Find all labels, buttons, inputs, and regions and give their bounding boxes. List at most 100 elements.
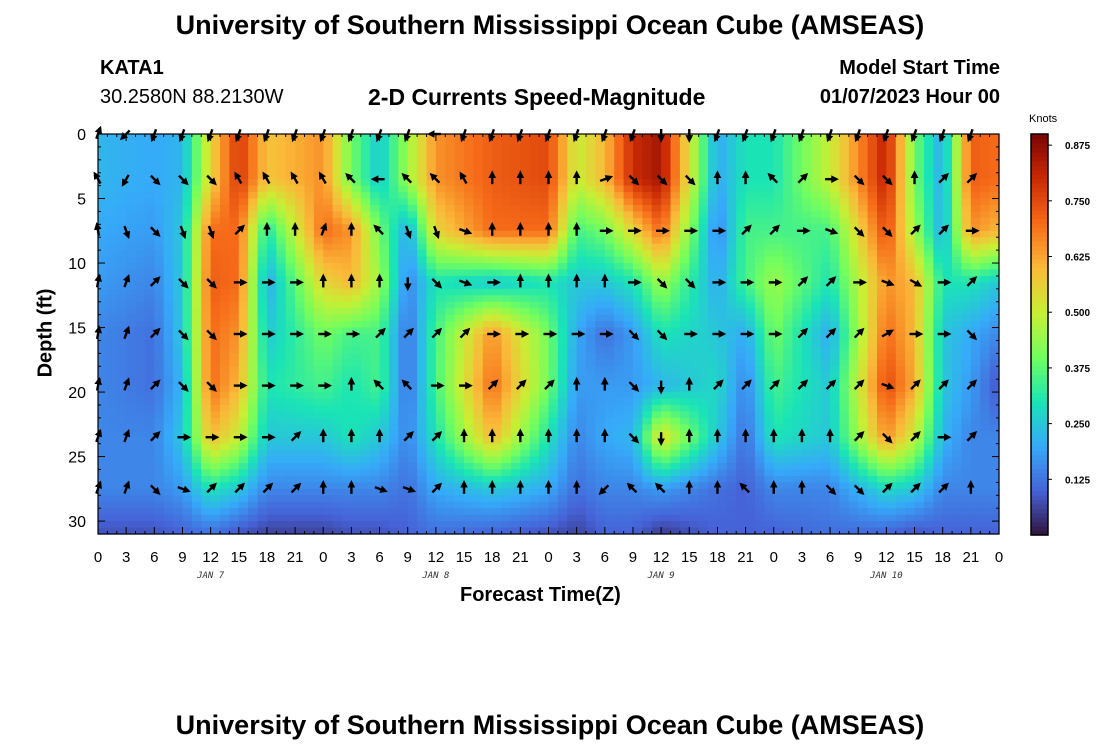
heat-cell xyxy=(586,482,597,490)
heat-cell xyxy=(848,224,859,232)
heat-cell xyxy=(736,359,747,367)
heat-cell xyxy=(135,527,146,535)
heat-cell xyxy=(529,398,540,406)
heat-cell xyxy=(126,392,137,400)
heat-cell xyxy=(651,237,662,245)
heat-cell xyxy=(285,417,296,425)
heat-cell xyxy=(163,179,174,187)
heat-cell xyxy=(830,424,841,432)
heat-cell xyxy=(379,456,390,464)
heat-cell xyxy=(370,217,381,225)
heat-cell xyxy=(163,134,174,142)
heat-cell xyxy=(492,392,503,400)
heat-cell xyxy=(811,204,822,213)
heat-cell xyxy=(295,321,306,329)
heat-cell xyxy=(632,192,643,200)
heat-cell xyxy=(820,204,831,213)
heat-cell xyxy=(126,443,137,451)
heat-cell xyxy=(689,456,700,464)
heat-cell xyxy=(839,501,850,509)
heat-cell xyxy=(276,482,287,490)
heat-cell xyxy=(295,340,306,348)
heat-cell xyxy=(557,211,568,219)
heat-cell xyxy=(745,340,756,348)
heat-cell xyxy=(135,224,146,232)
heat-cell xyxy=(313,166,324,174)
heat-cell xyxy=(642,217,653,225)
heat-cell xyxy=(417,501,428,509)
heat-cell xyxy=(492,469,503,477)
heat-cell xyxy=(248,488,259,496)
heat-cell xyxy=(623,224,634,232)
heat-cell xyxy=(370,263,381,271)
heat-cell xyxy=(520,153,531,161)
heat-cell xyxy=(586,514,597,522)
heat-cell xyxy=(107,217,118,225)
heat-cell xyxy=(623,172,634,180)
heat-cell xyxy=(604,134,615,142)
heat-cell xyxy=(182,514,193,522)
heat-cell xyxy=(285,469,296,477)
heat-cell xyxy=(248,295,259,303)
heat-cell xyxy=(304,192,315,200)
heat-cell xyxy=(238,501,249,509)
heat-cell xyxy=(248,204,259,213)
heat-cell xyxy=(510,488,521,496)
heat-cell xyxy=(773,463,784,471)
heat-cell xyxy=(276,134,287,142)
heat-cell xyxy=(426,359,437,367)
heat-cell xyxy=(163,237,174,245)
heat-cell xyxy=(510,334,521,342)
heat-cell xyxy=(229,230,240,238)
heat-cell xyxy=(745,366,756,374)
heat-cell xyxy=(811,308,822,316)
heat-cell xyxy=(595,256,606,264)
heat-cell xyxy=(342,211,353,219)
heat-cell xyxy=(323,288,334,296)
heat-cell xyxy=(201,495,212,503)
heat-cell xyxy=(379,295,390,303)
heat-cell xyxy=(304,501,315,509)
heat-cell xyxy=(276,340,287,348)
heat-cell xyxy=(163,308,174,316)
heat-cell xyxy=(520,398,531,406)
heat-cell xyxy=(811,243,822,251)
heat-cell xyxy=(173,211,184,219)
heat-cell xyxy=(651,340,662,348)
heat-cell xyxy=(454,185,465,193)
heat-cell xyxy=(116,269,127,277)
heat-cell xyxy=(510,301,521,309)
heat-cell xyxy=(417,159,428,167)
heat-cell xyxy=(754,450,765,458)
heat-cell xyxy=(801,411,812,419)
heat-cell xyxy=(689,443,700,451)
heat-cell xyxy=(454,443,465,451)
heat-cell xyxy=(529,346,540,354)
heat-cell xyxy=(754,275,765,283)
heat-cell xyxy=(135,256,146,264)
heat-cell xyxy=(820,366,831,374)
heat-cell xyxy=(313,417,324,425)
heat-cell xyxy=(736,411,747,419)
heat-cell xyxy=(229,295,240,303)
heat-cell xyxy=(360,237,371,245)
heat-cell xyxy=(144,269,155,277)
heat-cell xyxy=(191,366,202,374)
heat-cell xyxy=(201,430,212,438)
heat-cell xyxy=(238,495,249,503)
heat-cell xyxy=(182,521,193,529)
heat-cell xyxy=(435,166,446,174)
heat-cell xyxy=(379,501,390,509)
heat-cell xyxy=(604,211,615,219)
heat-cell xyxy=(614,295,625,303)
heat-cell xyxy=(820,301,831,309)
heat-cell xyxy=(783,179,794,187)
heat-cell xyxy=(360,359,371,367)
heat-cell xyxy=(426,275,437,283)
heat-cell xyxy=(417,398,428,406)
heat-cell xyxy=(210,495,221,503)
heat-cell xyxy=(557,140,568,148)
heat-cell xyxy=(323,211,334,219)
heat-cell xyxy=(388,224,399,232)
heat-cell xyxy=(717,211,728,219)
